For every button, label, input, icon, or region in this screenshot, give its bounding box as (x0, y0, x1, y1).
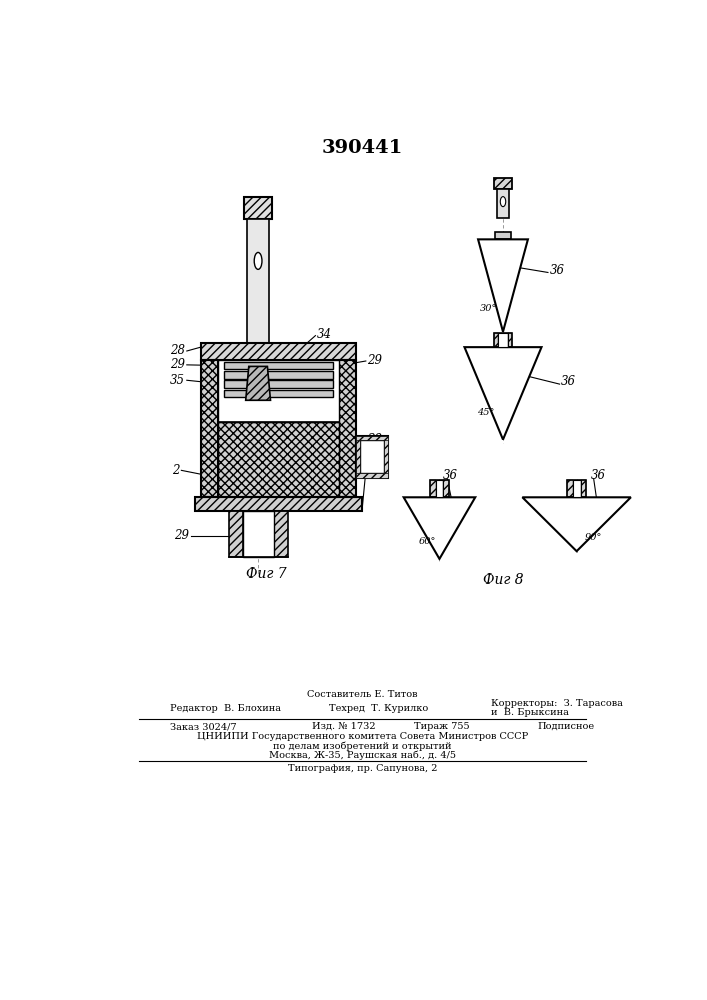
Bar (498, 333, 508, 347)
Bar (244, 197, 272, 219)
Bar (194, 497, 362, 511)
Text: Редактор  В. Блохина: Редактор В. Блохина (170, 704, 281, 713)
Bar (567, 480, 573, 497)
Text: 31: 31 (368, 464, 382, 477)
Text: 29: 29 (368, 433, 382, 446)
Polygon shape (246, 366, 271, 400)
Bar (224, 371, 332, 379)
Text: по делам изобретений и открытий: по делам изобретений и открытий (274, 741, 452, 751)
Bar (495, 232, 510, 239)
Bar (224, 389, 332, 397)
Text: 35: 35 (170, 374, 185, 387)
Bar (493, 333, 513, 347)
Text: 30: 30 (368, 448, 382, 461)
Bar (361, 440, 384, 473)
Bar (224, 362, 332, 369)
Bar (430, 480, 436, 497)
Text: Типография, пр. Сапунова, 2: Типография, пр. Сапунова, 2 (288, 764, 438, 773)
Text: 28: 28 (170, 344, 185, 358)
Text: Корректоры:  З. Тарасова: Корректоры: З. Тарасова (491, 699, 624, 708)
Bar (443, 480, 449, 497)
Ellipse shape (501, 197, 506, 207)
Bar (567, 480, 586, 497)
Bar (356, 473, 388, 478)
Bar (201, 360, 218, 497)
Polygon shape (404, 497, 475, 559)
Bar (194, 497, 362, 511)
Bar (247, 219, 269, 359)
Bar (384, 436, 388, 478)
Text: Фиг 8: Фиг 8 (483, 573, 523, 587)
Text: 2: 2 (173, 464, 180, 477)
Text: Техред  Т. Курилко: Техред Т. Курилко (329, 704, 428, 713)
Bar (356, 436, 388, 440)
Bar (218, 422, 339, 497)
Text: 36: 36 (561, 375, 576, 388)
Bar (218, 360, 339, 422)
Text: 60°: 60° (419, 537, 436, 546)
Bar (356, 436, 388, 478)
Text: 390441: 390441 (322, 139, 404, 157)
Text: ЦНИИПИ Государственного комитета Совета Министров СССР: ЦНИИПИ Государственного комитета Совета … (197, 732, 528, 741)
Text: Составитель Е. Титов: Составитель Е. Титов (308, 690, 418, 699)
Bar (243, 511, 274, 557)
Bar (339, 360, 356, 497)
Text: 30°: 30° (480, 304, 498, 313)
Text: 45°: 45° (477, 408, 495, 417)
Bar (201, 343, 356, 360)
Text: Тираж 755: Тираж 755 (414, 722, 469, 731)
Text: 36: 36 (590, 469, 606, 482)
Ellipse shape (255, 252, 262, 269)
Bar (508, 333, 513, 347)
Bar (573, 480, 580, 497)
Polygon shape (464, 347, 542, 440)
Bar (493, 333, 498, 347)
Bar (201, 343, 356, 360)
Text: 29: 29 (170, 358, 185, 371)
Bar (224, 380, 332, 388)
Bar (494, 178, 512, 189)
Text: 29: 29 (174, 529, 189, 542)
Text: 29: 29 (368, 354, 382, 367)
Text: 90°: 90° (585, 533, 602, 542)
Text: 36: 36 (443, 469, 458, 482)
Text: 34: 34 (317, 328, 332, 341)
Text: Заказ 3024/7: Заказ 3024/7 (170, 722, 236, 731)
Text: Подписное: Подписное (538, 722, 595, 731)
Polygon shape (522, 497, 631, 551)
Polygon shape (478, 239, 528, 332)
Bar (356, 436, 361, 478)
Bar (274, 511, 288, 557)
Text: Фиг 7: Фиг 7 (246, 567, 287, 581)
Bar (430, 480, 449, 497)
Text: и  В. Брыксина: и В. Брыксина (491, 708, 569, 717)
Bar (436, 480, 443, 497)
Text: Москва, Ж-35, Раушская наб., д. 4/5: Москва, Ж-35, Раушская наб., д. 4/5 (269, 751, 456, 760)
Bar (497, 189, 509, 218)
Text: Изд. № 1732: Изд. № 1732 (312, 722, 375, 731)
Text: 36: 36 (549, 264, 564, 277)
Bar (580, 480, 586, 497)
Bar (228, 511, 243, 557)
